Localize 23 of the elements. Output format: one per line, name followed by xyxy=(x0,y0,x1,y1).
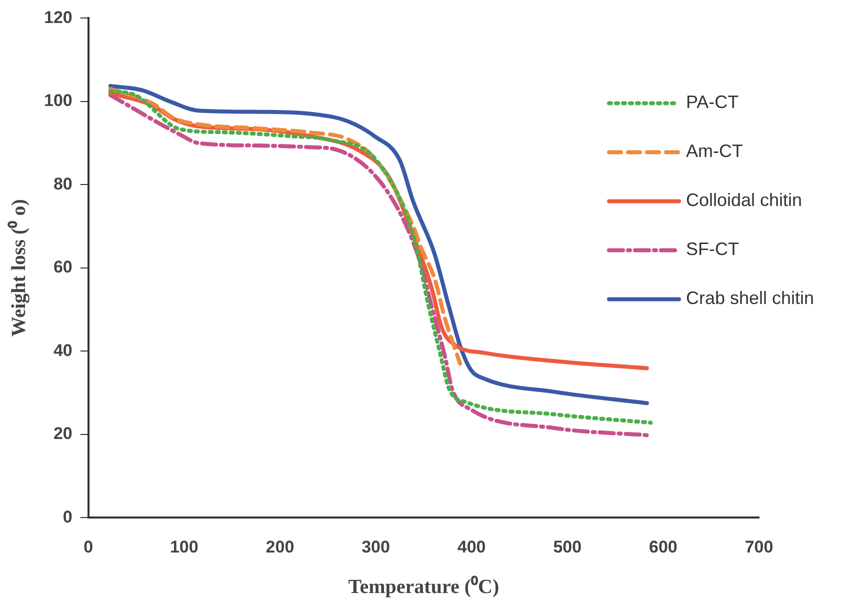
legend-label: PA-CT xyxy=(686,92,739,112)
y-tick-label: 60 xyxy=(53,258,72,277)
y-tick-label: 120 xyxy=(44,8,72,27)
x-tick-label: 200 xyxy=(266,537,294,556)
x-tick-label: 700 xyxy=(744,537,774,556)
x-tick-label: 400 xyxy=(457,537,486,556)
y-tick-label: 100 xyxy=(44,91,72,110)
y-tick-label: 80 xyxy=(53,174,72,194)
x-tick-label: 0 xyxy=(84,537,94,556)
line-series xyxy=(108,86,462,366)
x-tick-label: 300 xyxy=(362,537,390,556)
legend-label: SF-CT xyxy=(686,239,739,260)
x-tick-label: 500 xyxy=(553,537,582,556)
x-tick-label: 100 xyxy=(170,537,198,556)
y-tick-label: 40 xyxy=(53,340,72,360)
x-axis-title: Temperature (⁰C) xyxy=(348,575,500,598)
y-tick-label: 0 xyxy=(62,507,72,526)
y-axis-title: Weight loss (⁰ o) xyxy=(7,199,30,337)
legend-label: Am-CT xyxy=(686,141,743,162)
x-tick-label: 600 xyxy=(649,537,678,556)
y-tick-label: 20 xyxy=(53,424,72,444)
legend-label: Crab shell chitin xyxy=(686,288,814,308)
legend-label: Colloidal chitin xyxy=(686,190,802,210)
